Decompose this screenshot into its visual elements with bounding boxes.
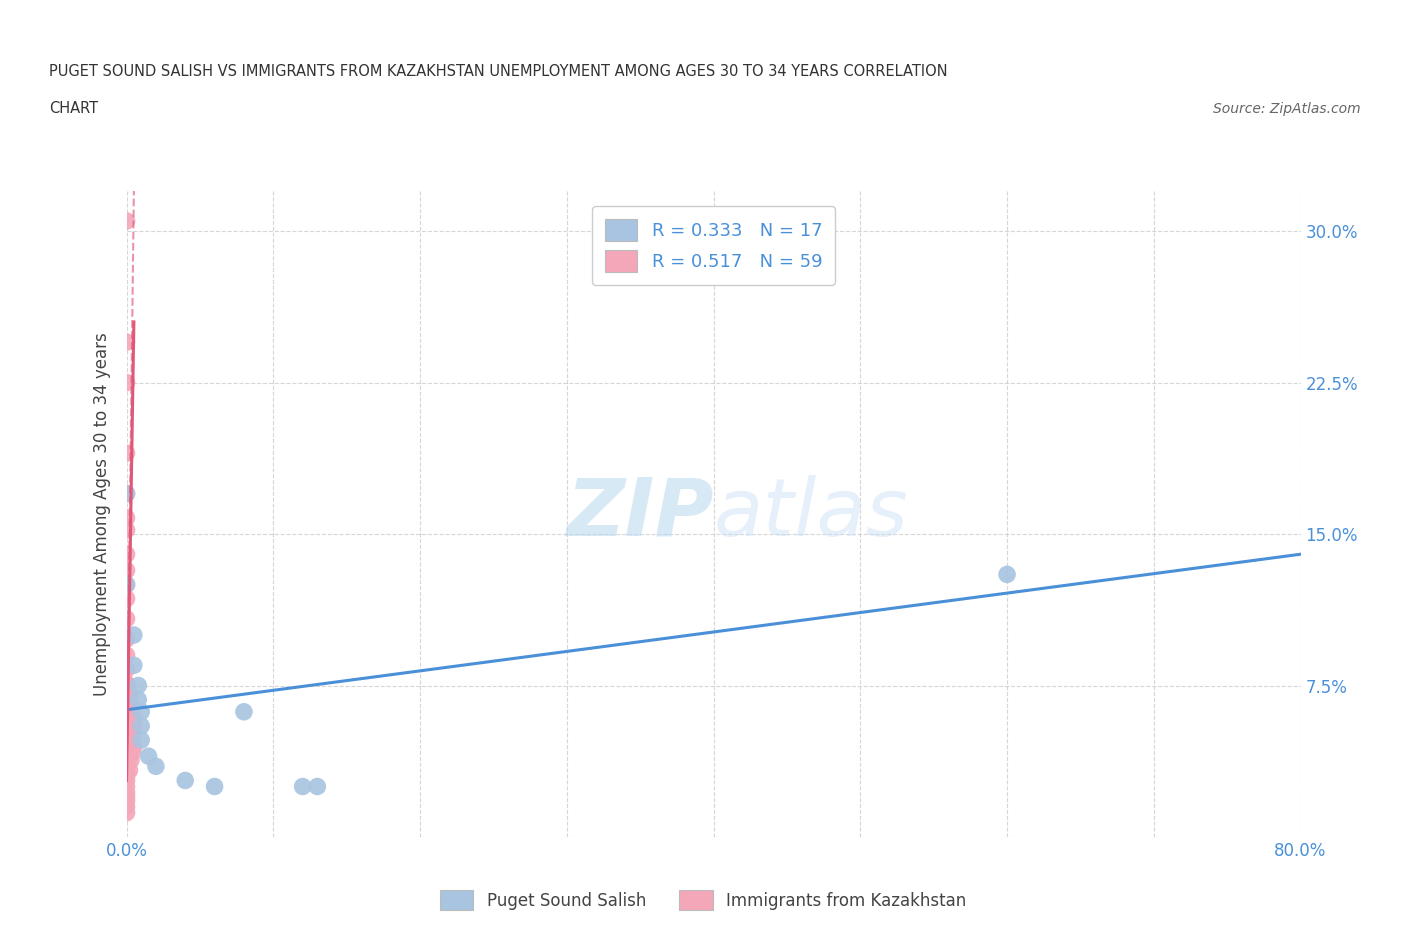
Point [129,719,152,734]
Point [115,648,138,663]
Point [115,511,138,525]
Point [129,733,152,748]
Point [120,733,142,748]
Point [120,698,142,713]
Point [115,759,138,774]
Point [115,749,138,764]
Point [118,688,141,703]
Point [115,752,138,767]
Point [121,745,143,760]
Point [117,678,139,693]
Point [233,704,256,719]
Point [115,702,138,717]
Point [204,779,226,794]
Legend: Puget Sound Salish, Immigrants from Kazakhstan: Puget Sound Salish, Immigrants from Kaza… [433,884,973,917]
Point [115,793,138,808]
Point [145,759,167,774]
Point [118,704,141,719]
Point [174,773,197,788]
Text: Source: ZipAtlas.com: Source: ZipAtlas.com [1213,102,1361,116]
Point [115,563,138,578]
Point [115,682,138,697]
Point [122,719,145,734]
Point [115,335,138,350]
Point [115,714,138,729]
Point [115,578,138,592]
Point [138,749,160,764]
Point [115,709,138,724]
Point [115,733,138,748]
Text: ZIP: ZIP [567,475,713,552]
Point [291,779,314,794]
Point [118,763,141,777]
Point [115,547,138,562]
Point [115,611,138,626]
Point [117,728,139,743]
Point [115,745,138,760]
Point [118,719,141,734]
Point [115,738,138,753]
Point [115,578,138,592]
Legend: R = 0.333   N = 17, R = 0.517   N = 59: R = 0.333 N = 17, R = 0.517 N = 59 [592,206,835,285]
Point [115,631,138,646]
Point [115,694,138,709]
Point [121,709,143,724]
Point [115,375,138,390]
Point [115,721,138,736]
Point [127,678,149,693]
Point [115,726,138,741]
Point [115,805,138,820]
Point [115,790,138,804]
Point [115,779,138,794]
Point [115,214,138,229]
Point [118,733,141,748]
Point [115,523,138,538]
Point [115,591,138,606]
Point [115,773,138,788]
Y-axis label: Unemployment Among Ages 30 to 34 years: Unemployment Among Ages 30 to 34 years [93,332,111,696]
Point [117,712,139,727]
Point [995,567,1018,582]
Point [120,712,142,727]
Point [115,769,138,784]
Point [118,749,141,764]
Point [129,704,152,719]
Point [121,728,143,743]
Point [120,752,142,767]
Point [307,779,329,794]
Point [115,486,138,501]
Point [122,658,145,672]
Point [115,662,138,677]
Point [117,743,139,758]
Text: PUGET SOUND SALISH VS IMMIGRANTS FROM KAZAKHSTAN UNEMPLOYMENT AMONG AGES 30 TO 3: PUGET SOUND SALISH VS IMMIGRANTS FROM KA… [49,64,948,79]
Point [127,692,149,707]
Point [122,738,145,753]
Text: atlas: atlas [713,475,908,552]
Point [115,445,138,460]
Point [115,676,138,691]
Point [115,785,138,800]
Text: CHART: CHART [49,101,98,116]
Point [115,688,138,703]
Point [115,486,138,501]
Point [115,764,138,779]
Point [117,698,139,713]
Point [122,628,145,643]
Point [115,799,138,814]
